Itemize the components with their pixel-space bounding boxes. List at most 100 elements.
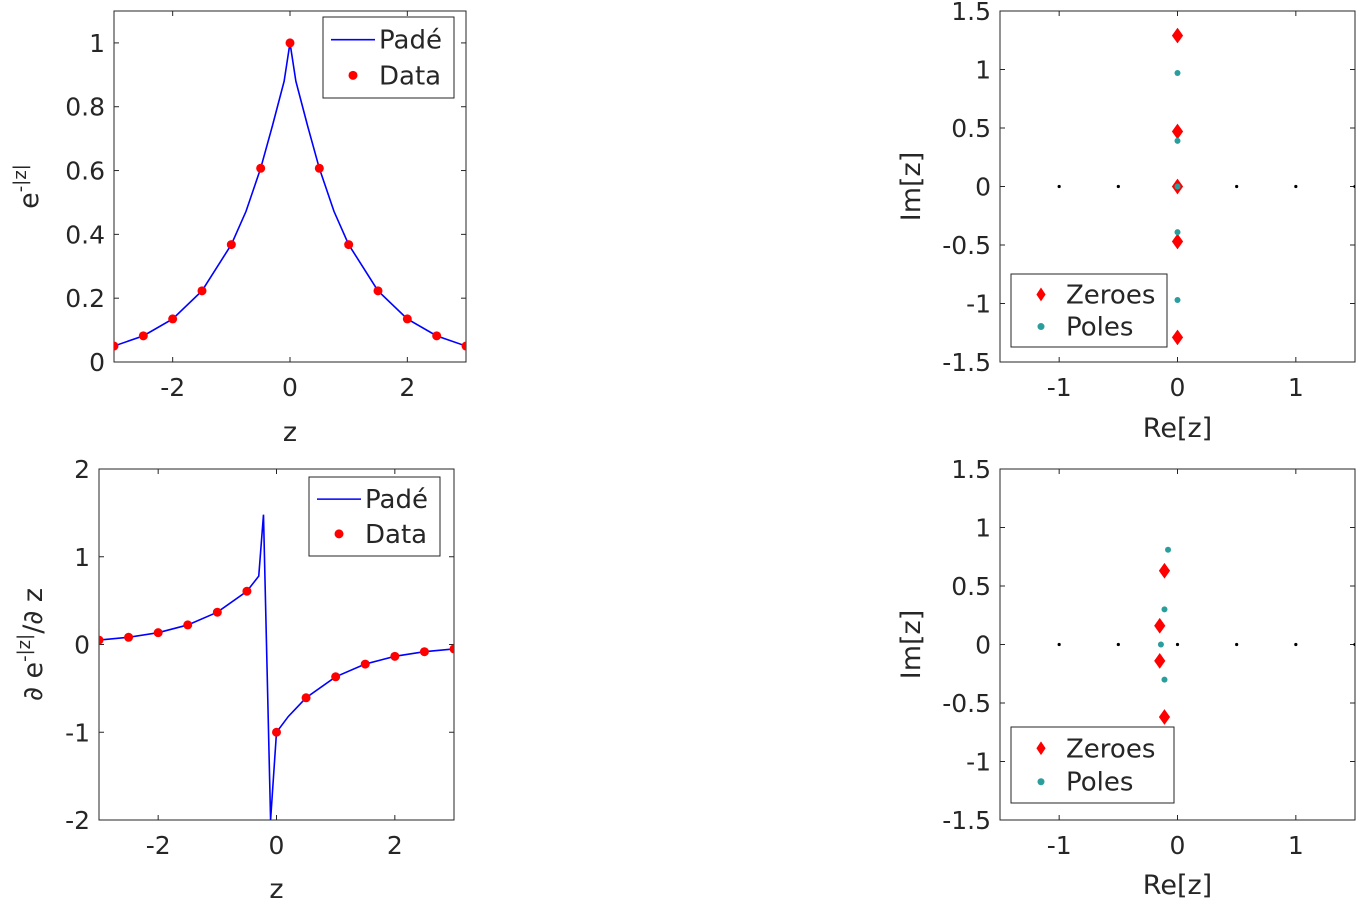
legend-box bbox=[322, 16, 455, 99]
legend-label: Padé bbox=[365, 485, 428, 515]
pole-marker bbox=[1174, 70, 1181, 77]
zero-marker bbox=[1154, 617, 1166, 634]
x-tick-label: 0 bbox=[282, 373, 298, 402]
reference-dot bbox=[1353, 642, 1355, 647]
y-tick-label: 2 bbox=[74, 455, 90, 484]
data-point bbox=[138, 331, 148, 341]
data-point bbox=[373, 286, 383, 296]
data-point bbox=[301, 693, 311, 703]
reference-dot bbox=[1235, 184, 1239, 189]
x-axis-label: z bbox=[283, 417, 297, 448]
data-point bbox=[124, 632, 134, 642]
data-point bbox=[168, 314, 178, 324]
zero-marker bbox=[1171, 123, 1184, 140]
data-point bbox=[344, 240, 354, 250]
data-point bbox=[114, 341, 119, 351]
data-point bbox=[183, 620, 193, 630]
legend-swatch-circle bbox=[1037, 323, 1045, 331]
reference-dot bbox=[1116, 642, 1120, 647]
legend-swatch-diamond bbox=[1036, 287, 1046, 302]
data-point bbox=[256, 163, 266, 173]
data-point bbox=[242, 586, 252, 596]
y-tick-label: 1.5 bbox=[951, 455, 991, 484]
zero-marker bbox=[1171, 329, 1184, 346]
y-tick-label: -1.5 bbox=[942, 806, 991, 835]
y-tick-label: 0 bbox=[89, 348, 105, 377]
y-tick-label: 0.4 bbox=[65, 220, 105, 249]
pole-marker bbox=[1165, 546, 1172, 553]
data-point bbox=[461, 341, 466, 351]
legend-label: Padé bbox=[379, 26, 442, 56]
y-tick-label: 0 bbox=[975, 173, 991, 202]
legend-label: Data bbox=[365, 520, 427, 550]
y-tick-label: -2 bbox=[65, 806, 90, 835]
pole-marker bbox=[1174, 137, 1181, 144]
legend-label: Zeroes bbox=[1066, 280, 1155, 310]
data-point bbox=[285, 38, 295, 48]
y-tick-label: -1 bbox=[966, 290, 991, 319]
y-tick-label: 0.2 bbox=[65, 284, 105, 313]
y-tick-label: 0.5 bbox=[951, 114, 991, 143]
y-tick-label: 1.5 bbox=[951, 0, 991, 26]
legend: Padé Data bbox=[308, 476, 441, 557]
y-axis-label: ∂ e-|z|/∂ z bbox=[14, 588, 49, 701]
x-tick-label: 2 bbox=[387, 831, 403, 860]
legend: Padé Data bbox=[322, 16, 455, 99]
y-tick-label: 0 bbox=[975, 631, 991, 660]
y-axis-label: Im[z] bbox=[896, 610, 927, 680]
reference-dot bbox=[1175, 642, 1180, 647]
data-point bbox=[226, 240, 236, 250]
y-tick-label: 0 bbox=[74, 631, 90, 660]
pole-marker bbox=[1174, 229, 1181, 236]
x-tick-label: 1 bbox=[1288, 373, 1304, 402]
legend-swatch-marker bbox=[334, 529, 344, 539]
legend-swatch-marker bbox=[348, 70, 358, 80]
reference-dot bbox=[1294, 642, 1298, 647]
y-tick-label: -1.5 bbox=[942, 348, 991, 377]
legend-swatch-diamond bbox=[1036, 741, 1046, 756]
y-axis-label: Im[z] bbox=[896, 152, 927, 222]
x-tick-label: -1 bbox=[1047, 831, 1072, 860]
series-line bbox=[99, 514, 454, 820]
data-point bbox=[331, 672, 341, 682]
data-point bbox=[272, 727, 281, 737]
legend-box bbox=[1010, 726, 1175, 804]
data-point bbox=[419, 647, 429, 657]
x-axis-label: Re[z] bbox=[1143, 413, 1212, 444]
plot-area bbox=[114, 38, 466, 351]
data-point bbox=[153, 628, 163, 638]
pole-marker bbox=[1161, 606, 1168, 613]
plot-area bbox=[1057, 27, 1355, 346]
y-axis-label: e-|z| bbox=[10, 164, 45, 209]
y-tick-label: -0.5 bbox=[942, 689, 991, 718]
zero-marker bbox=[1158, 709, 1171, 725]
data-point bbox=[360, 659, 370, 669]
data-point bbox=[432, 331, 442, 341]
data-point bbox=[449, 644, 454, 654]
data-point bbox=[402, 314, 412, 324]
x-tick-label: -2 bbox=[146, 831, 171, 860]
legend-label: Zeroes bbox=[1066, 734, 1155, 764]
y-tick-label: -0.5 bbox=[942, 231, 991, 260]
x-axis-label: Re[z] bbox=[1143, 870, 1212, 901]
zero-marker bbox=[1171, 233, 1184, 250]
x-tick-label: 0 bbox=[269, 831, 285, 860]
zero-marker bbox=[1171, 27, 1184, 44]
legend-swatch-circle bbox=[1037, 778, 1045, 786]
x-tick-label: 2 bbox=[399, 373, 415, 402]
y-tick-label: 1 bbox=[975, 56, 991, 85]
data-point bbox=[390, 651, 400, 661]
y-tick-label: 1 bbox=[74, 543, 90, 572]
data-point bbox=[197, 286, 207, 296]
y-tick-label: 1 bbox=[89, 29, 105, 58]
data-point bbox=[314, 163, 324, 173]
zero-marker bbox=[1154, 653, 1166, 669]
pole-marker bbox=[1174, 296, 1181, 303]
pole-marker bbox=[1161, 676, 1168, 683]
reference-dot bbox=[1057, 184, 1061, 189]
x-tick-label: 1 bbox=[1288, 831, 1304, 860]
legend-box bbox=[308, 476, 441, 557]
